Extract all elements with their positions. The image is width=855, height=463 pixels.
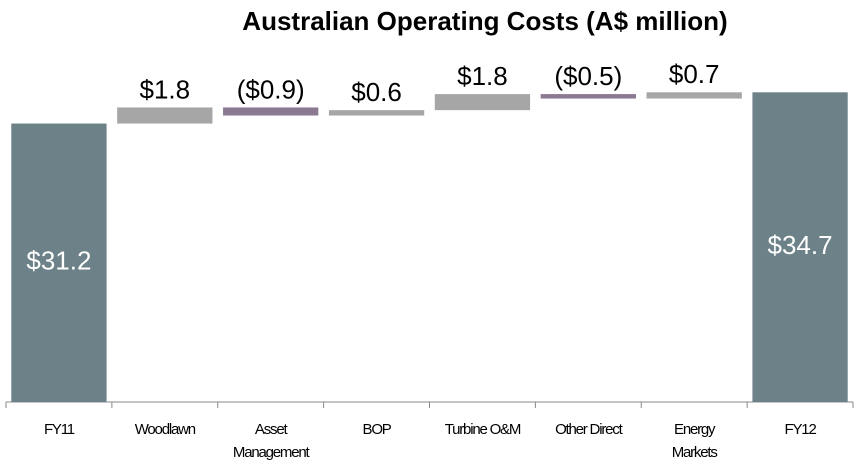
- bar: [11, 123, 107, 402]
- value-label: $1.8: [457, 61, 508, 91]
- value-label: ($0.5): [554, 61, 622, 91]
- bar: [223, 107, 319, 116]
- value-label: $0.6: [351, 77, 402, 107]
- bar: [646, 92, 742, 99]
- x-tick-label: FY12: [784, 421, 817, 438]
- value-label: ($0.9): [237, 74, 305, 104]
- value-label: $31.2: [26, 246, 91, 276]
- bar: [434, 94, 531, 111]
- x-tick-label: FY11: [43, 421, 75, 438]
- value-label: $1.8: [140, 74, 191, 104]
- value-label: $0.7: [669, 59, 720, 89]
- x-tick-label: Asset Management: [232, 421, 310, 461]
- x-tick-label: Other Direct: [555, 421, 623, 438]
- bar: [752, 92, 848, 403]
- x-tick-label: Energy Markets: [671, 421, 718, 461]
- x-tick-label: BOP: [362, 421, 392, 438]
- value-label: $34.7: [768, 230, 833, 260]
- x-tick-label: Woodlawn: [134, 421, 196, 438]
- bar: [540, 94, 636, 99]
- bar: [328, 110, 425, 116]
- x-tick-label: Turbine O&M: [444, 421, 522, 438]
- chart-title: Australian Operating Costs (A$ million): [242, 6, 727, 36]
- bar: [117, 107, 213, 124]
